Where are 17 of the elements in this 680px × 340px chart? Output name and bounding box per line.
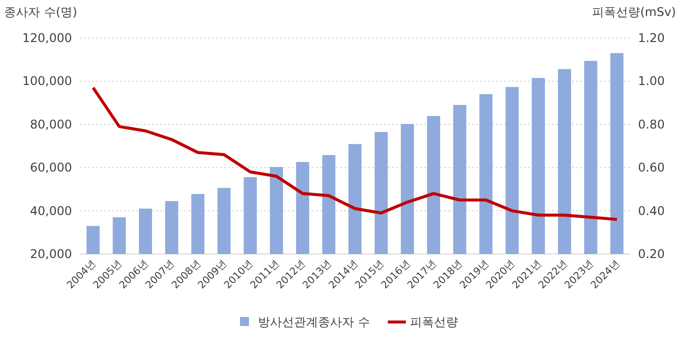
y2-tick-label: 1.20 bbox=[638, 31, 665, 45]
y2-tick-label: 0.20 bbox=[638, 247, 665, 261]
line-series bbox=[92, 86, 618, 221]
y-tick-label: 80,000 bbox=[30, 117, 72, 132]
y2-axis-title: 피폭선량(mSv) bbox=[592, 5, 676, 19]
y-tick-label: 100,000 bbox=[22, 74, 72, 88]
legend-label: 피폭선량 bbox=[410, 315, 458, 329]
y-axis-title: 종사자 수(명) bbox=[4, 5, 78, 19]
y-tick-label: 120,000 bbox=[22, 31, 72, 45]
y-tick-label: 60,000 bbox=[30, 160, 72, 175]
y2-tick-label: 0.40 bbox=[638, 204, 665, 218]
y2-tick-label: 0.60 bbox=[638, 160, 665, 175]
y2-tick-label: 1.00 bbox=[638, 74, 665, 88]
y2-tick-label: 0.80 bbox=[638, 117, 665, 132]
legend-label: 방사선관계종사자 수 bbox=[258, 315, 370, 329]
y-tick-label: 40,000 bbox=[30, 204, 72, 218]
y-tick-label: 20,000 bbox=[30, 247, 72, 261]
